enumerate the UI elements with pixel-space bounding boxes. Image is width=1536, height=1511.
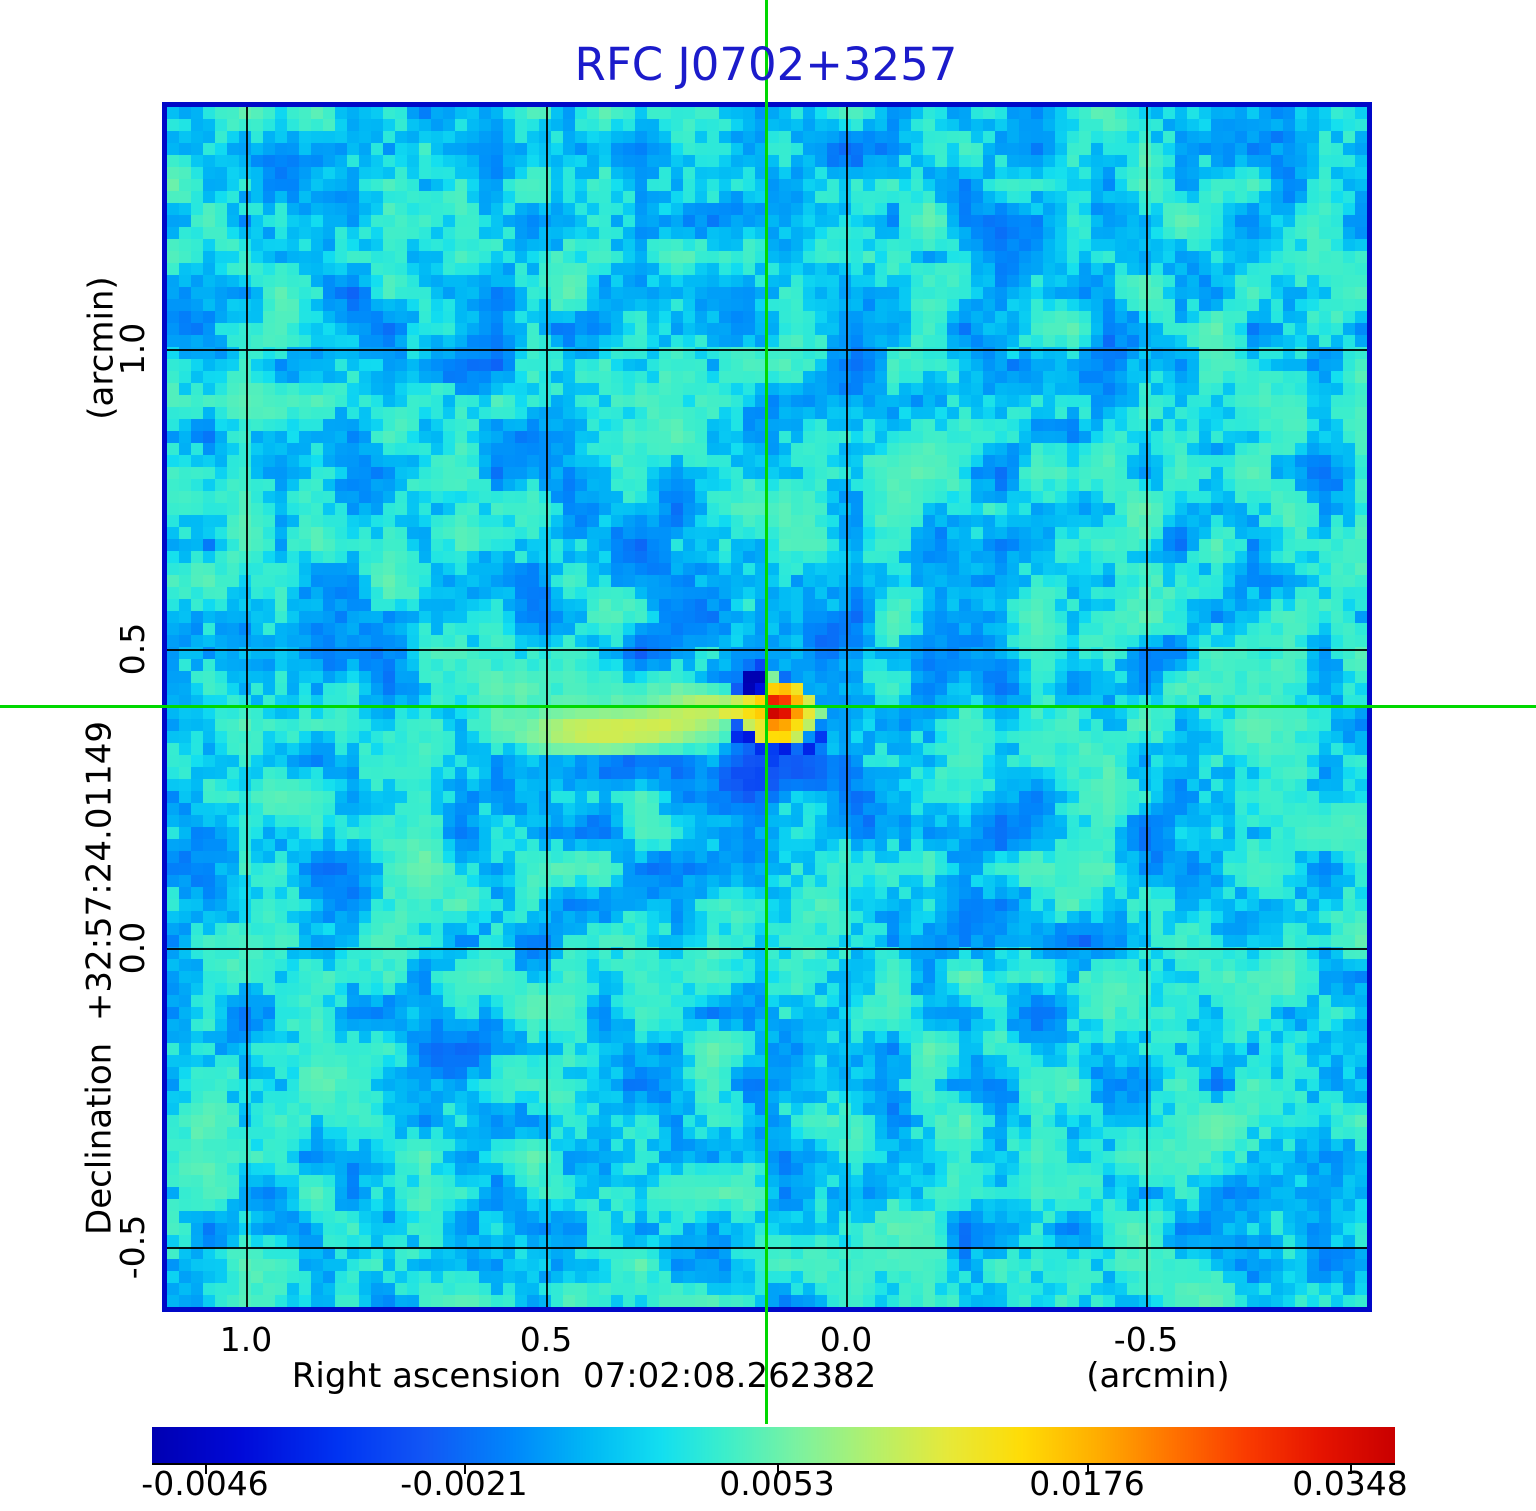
crosshair-horizontal-line bbox=[0, 705, 1536, 708]
colorbar-tick-4 bbox=[1350, 1465, 1352, 1474]
colorbar-label-3: 0.0176 bbox=[1029, 1464, 1145, 1503]
x-axis-title: Right ascension 07:02:08.262382 bbox=[291, 1356, 877, 1396]
y-tick-label--0.5: -0.5 bbox=[112, 1214, 152, 1280]
page-title: RFC J0702+3257 bbox=[574, 38, 958, 91]
x-tick-label-0.5: 0.5 bbox=[519, 1320, 573, 1359]
x-axis-unit: (arcmin) bbox=[1086, 1356, 1230, 1396]
colorbar-tick-3 bbox=[1087, 1465, 1089, 1474]
colorbar-tick-0 bbox=[205, 1465, 207, 1474]
x-tick-label-1.0: 1.0 bbox=[219, 1320, 273, 1359]
crosshair-vertical-line bbox=[765, 0, 768, 1424]
colorbar-label-2: 0.0053 bbox=[719, 1464, 835, 1503]
x-tick-label--0.5: -0.5 bbox=[1113, 1320, 1179, 1359]
colorbar-label-0: -0.0046 bbox=[141, 1464, 269, 1503]
y-tick-label-0.5: 0.5 bbox=[112, 622, 152, 676]
y-tick-label-0.0: 0.0 bbox=[112, 921, 152, 975]
y-axis-title: Declination +32:57:24.01149 bbox=[79, 721, 120, 1235]
colorbar-gradient bbox=[152, 1427, 1395, 1463]
colorbar-tick-1 bbox=[464, 1465, 466, 1474]
colorbar-tick-2 bbox=[777, 1465, 779, 1474]
colorbar-label-1: -0.0021 bbox=[400, 1464, 528, 1503]
colorbar bbox=[152, 1427, 1395, 1465]
y-tick-label-1.0: 1.0 bbox=[112, 322, 152, 376]
x-tick-label-0.0: 0.0 bbox=[819, 1320, 873, 1359]
colorbar-label-4: 0.0348 bbox=[1292, 1464, 1408, 1503]
